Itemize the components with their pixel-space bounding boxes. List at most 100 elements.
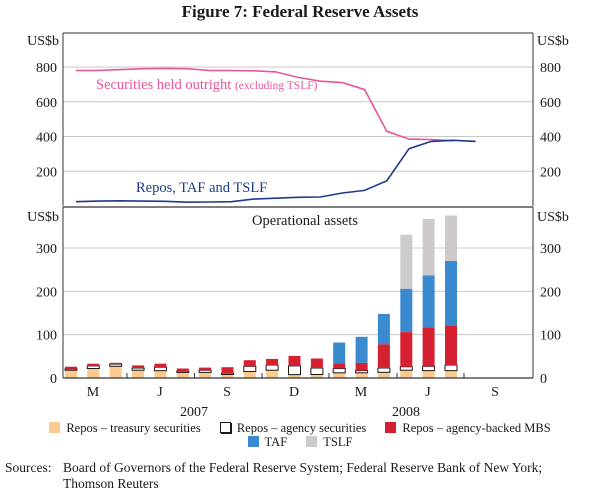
y-tick-label-left: 400 bbox=[36, 131, 57, 146]
bar-segment-repos-agency-securities bbox=[243, 365, 257, 372]
bar-segment-repos-agency-securities bbox=[221, 372, 234, 376]
bar-segment-repos-agency-securities bbox=[332, 368, 346, 374]
y-tick-label-right: 0 bbox=[540, 372, 547, 387]
figure-title: Figure 7: Federal Reserve Assets bbox=[181, 2, 419, 21]
bar-segment-repos-treasury-securities bbox=[87, 368, 100, 378]
x-tick-label: M bbox=[87, 385, 100, 400]
x-tick-label: S bbox=[491, 385, 499, 400]
bar-segment-repos-agency-backed-mbs bbox=[109, 362, 122, 365]
bar-segment-repos-treasury-securities bbox=[266, 370, 279, 378]
sources-text: Board of Governors of the Federal Reserv… bbox=[63, 460, 543, 491]
bar-segment-repos-agency-backed-mbs bbox=[400, 332, 413, 367]
bar-segment-repos-agency-securities bbox=[399, 366, 413, 371]
year-label: 2007 bbox=[180, 405, 208, 420]
y-tick-label-right: 200 bbox=[540, 285, 561, 300]
unit-label-left: US$b bbox=[27, 210, 59, 225]
bar-segment-repos-agency-backed-mbs bbox=[266, 358, 279, 365]
y-tick-label-right: 200 bbox=[540, 165, 561, 180]
bar-segment-repos-agency-backed-mbs bbox=[132, 365, 145, 368]
bar-segment-repos-agency-backed-mbs bbox=[87, 363, 100, 366]
legend-item-treasury: Repos – treasury securities bbox=[49, 420, 201, 436]
bar-segment-taf bbox=[422, 275, 435, 328]
bar-segment-repos-treasury-securities bbox=[400, 370, 413, 378]
bar-segment-repos-agency-securities bbox=[444, 364, 458, 372]
bar-segment-repos-agency-backed-mbs bbox=[65, 366, 77, 369]
unit-label-right: US$b bbox=[537, 210, 569, 225]
bottom-panel: 0 0 100 100 200 200 300 300 US$b US$b Operational … bbox=[27, 206, 569, 420]
bar-segment-repos-treasury-securities bbox=[422, 370, 435, 378]
unit-label-right: US$b bbox=[537, 34, 569, 49]
bar-segment-repos-treasury-securities bbox=[310, 374, 323, 378]
bar-segment-repos-agency-securities bbox=[109, 363, 123, 367]
securities-line-label: Securities held outright (excluding TSLF… bbox=[96, 77, 318, 93]
legend-item-tslf: TSLF bbox=[306, 435, 352, 450]
repos-line-label: Repos, TAF and TSLF bbox=[136, 180, 267, 196]
bar-segment-repos-agency-securities bbox=[265, 364, 279, 371]
legend-label: Repos – agency-backed MBS bbox=[402, 420, 551, 435]
bar-segment-repos-agency-securities bbox=[377, 367, 391, 373]
top-panel: 200 200 400 400 600 600 800 800 US$b US$b Securiti… bbox=[27, 32, 569, 206]
y-tick-label-left: 200 bbox=[36, 285, 57, 300]
bar-segment-taf bbox=[377, 313, 390, 345]
legend-label: TSLF bbox=[323, 434, 353, 449]
bar-segment-repos-agency-backed-mbs bbox=[333, 363, 346, 369]
bar-segment-repos-agency-backed-mbs bbox=[176, 368, 189, 372]
bar-segment-repos-treasury-securities bbox=[333, 372, 346, 378]
bar-segment-repos-agency-backed-mbs bbox=[221, 367, 234, 374]
bar-segment-repos-treasury-securities bbox=[132, 370, 145, 378]
bar-segment-repos-treasury-securities bbox=[243, 371, 256, 378]
bar-segment-repos-agency-securities bbox=[131, 367, 145, 371]
y-tick-label-right: 100 bbox=[540, 329, 561, 344]
y-tick-label-left: 100 bbox=[36, 329, 57, 344]
legend-swatch-tslf bbox=[306, 435, 318, 447]
bar-segment-repos-agency-securities bbox=[86, 365, 100, 369]
legend-swatch-taf bbox=[247, 435, 259, 447]
bar-segment-repos-treasury-securities bbox=[199, 372, 212, 378]
bar-segment-taf bbox=[400, 288, 413, 332]
bar-segment-repos-agency-backed-mbs bbox=[154, 363, 167, 368]
bar-segment-tslf bbox=[400, 234, 413, 289]
bar-segment-repos-treasury-securities bbox=[288, 374, 301, 378]
legend-label: Repos – agency securities bbox=[236, 420, 367, 435]
x-tick-label: J bbox=[157, 385, 163, 400]
bar-segment-repos-agency-backed-mbs bbox=[310, 358, 323, 368]
legend-label: TAF bbox=[264, 434, 288, 449]
bar-segment-tslf bbox=[445, 215, 457, 261]
bar-segment-repos-agency-securities bbox=[176, 370, 190, 373]
legend-item-taf: TAF bbox=[247, 434, 288, 450]
bar-segment-repos-agency-securities bbox=[422, 365, 436, 372]
unit-label-left: US$b bbox=[27, 34, 59, 49]
y-tick-label-left: 800 bbox=[36, 61, 57, 76]
bar-segment-repos-treasury-securities bbox=[109, 366, 122, 378]
y-tick-label-right: 300 bbox=[540, 242, 561, 257]
bar-segment-taf bbox=[355, 336, 368, 363]
y-tick-label-right: 400 bbox=[540, 131, 561, 146]
y-tick-label-left: 600 bbox=[36, 96, 57, 111]
bar-segment-tslf bbox=[422, 219, 435, 276]
bar-segment-repos-agency-backed-mbs bbox=[445, 326, 457, 365]
legend-label: Repos – treasury securities bbox=[66, 420, 201, 435]
bar-segment-repos-treasury-securities bbox=[221, 374, 234, 378]
x-tick-label: M bbox=[355, 385, 368, 400]
legend-row-2: TAF TSLF bbox=[0, 434, 600, 450]
x-tick-label: J bbox=[425, 385, 431, 400]
legend-swatch-treasury bbox=[49, 421, 61, 433]
bar-segment-taf bbox=[445, 261, 457, 326]
bar-segment-repos-agency-securities bbox=[355, 370, 369, 374]
legend-swatch-agency bbox=[219, 421, 231, 433]
bar-segment-repos-agency-backed-mbs bbox=[288, 355, 301, 366]
bar-segment-repos-agency-securities bbox=[310, 367, 324, 375]
bar-segment-repos-agency-backed-mbs bbox=[199, 367, 212, 371]
y-tick-label-left: 200 bbox=[36, 165, 57, 180]
bar-segment-repos-treasury-securities bbox=[355, 372, 368, 378]
y-tick-label-right: 600 bbox=[540, 96, 561, 111]
bar-segment-repos-agency-backed-mbs bbox=[243, 360, 256, 367]
sources-note: Sources: Board of Governors of the Federa… bbox=[5, 460, 593, 492]
bar-segment-repos-agency-backed-mbs bbox=[355, 362, 368, 371]
bar-segment-repos-agency-securities bbox=[198, 369, 212, 373]
sources-label: Sources: bbox=[5, 460, 52, 475]
repos-taf-tslf-line bbox=[75, 139, 476, 204]
bar-segment-repos-agency-securities bbox=[288, 365, 301, 376]
chart-canvas: 200 200 400 400 600 600 800 800 US$b US$b Securiti… bbox=[27, 32, 569, 420]
y-tick-label-left: 300 bbox=[36, 242, 57, 257]
